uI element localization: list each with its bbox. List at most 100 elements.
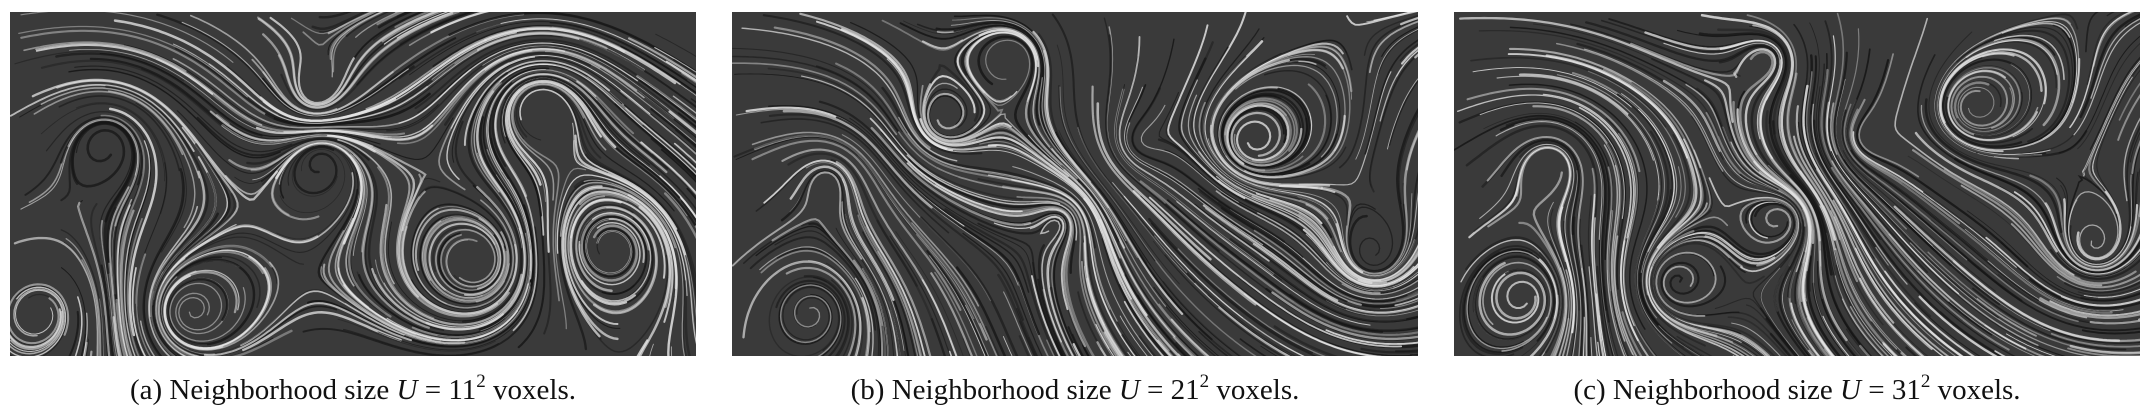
flow-streak xyxy=(1127,351,1132,356)
flow-streak xyxy=(163,269,240,351)
flow-streak xyxy=(930,272,973,356)
flow-streak xyxy=(1736,108,1835,356)
flow-streak xyxy=(1813,119,2004,356)
flow-streak xyxy=(118,173,144,356)
flow-streak xyxy=(348,154,392,318)
flow-streak xyxy=(1016,196,1114,356)
flow-streak xyxy=(2049,300,2140,317)
flow-streak xyxy=(1207,294,1293,356)
flow-streak xyxy=(90,203,113,356)
flow-streak xyxy=(164,255,270,350)
flow-streak xyxy=(311,12,369,30)
flow-streak xyxy=(579,38,696,109)
flow-streak xyxy=(1210,46,1353,174)
flow-streak xyxy=(1273,325,1338,356)
flow-streak xyxy=(1118,239,1207,356)
flow-streak xyxy=(20,12,234,63)
lic-texture-a xyxy=(10,12,696,356)
flow-streak xyxy=(1148,196,1403,348)
flow-streak xyxy=(1175,335,1199,356)
flow-streak xyxy=(1027,134,1176,338)
flow-streak xyxy=(159,256,338,356)
flow-streak xyxy=(877,251,922,356)
flow-streak xyxy=(1260,345,1278,356)
flow-streak xyxy=(1162,281,1242,356)
flow-streak xyxy=(1620,93,1678,252)
flow-streak xyxy=(1841,298,1883,356)
flow-streak xyxy=(1218,201,1418,301)
flow-streak xyxy=(1731,322,1781,356)
flow-streak xyxy=(620,90,696,155)
flow-streak xyxy=(581,212,652,302)
flow-streak xyxy=(414,208,506,297)
flow-streak xyxy=(1224,99,1296,164)
flow-streak xyxy=(1131,299,1176,356)
flow-streak xyxy=(962,26,1052,149)
caption-b-base: 21 xyxy=(1170,374,1200,406)
flow-streak xyxy=(556,174,688,297)
flow-streak xyxy=(2056,171,2139,267)
flow-streak xyxy=(1037,278,1066,356)
flow-streak xyxy=(1479,102,1625,220)
flow-streak xyxy=(1348,107,1418,273)
flow-streak xyxy=(444,51,592,126)
flow-streak xyxy=(1843,159,2001,306)
lic-texture-c xyxy=(1454,12,2140,356)
flow-streak xyxy=(870,126,1032,226)
flow-streak xyxy=(10,308,62,348)
flow-streak xyxy=(404,137,534,347)
flow-streak xyxy=(1344,302,1418,311)
flow-streak xyxy=(1859,277,1925,356)
flow-streak xyxy=(1685,83,1807,227)
flow-streak xyxy=(13,236,100,356)
flow-streak xyxy=(879,128,1022,213)
subfigure-c: (c) Neighborhood size U = 312 voxels. xyxy=(1454,12,2140,406)
flow-streak xyxy=(169,282,246,342)
flow-streak xyxy=(337,138,395,285)
flow-streak xyxy=(342,328,499,356)
flow-streak xyxy=(1490,270,1540,324)
flow-streak xyxy=(1830,210,1923,356)
flow-streak xyxy=(242,311,402,352)
flow-streak xyxy=(785,266,857,356)
flow-streak xyxy=(1166,199,1384,333)
flow-streak xyxy=(803,274,850,356)
flow-streak xyxy=(1817,201,1893,356)
flow-streak xyxy=(1945,65,2034,144)
flow-streak xyxy=(583,215,648,296)
flow-streak xyxy=(329,12,383,61)
flow-streak xyxy=(1845,328,1869,356)
flow-streak xyxy=(203,302,413,356)
flow-streak xyxy=(463,60,611,146)
flow-streak xyxy=(1321,246,1418,287)
flow-streak xyxy=(196,116,370,161)
flow-streak xyxy=(1031,275,1061,356)
flow-streak xyxy=(1153,286,1220,356)
flow-streak xyxy=(1649,234,1765,356)
flow-streak xyxy=(767,67,1023,200)
flow-streak xyxy=(749,236,877,331)
flow-streak xyxy=(665,60,696,82)
flow-streak xyxy=(1486,135,1588,356)
caption-a-exponent: 2 xyxy=(476,371,486,392)
flow-streak xyxy=(279,143,360,231)
flow-streak xyxy=(1717,28,1790,135)
flow-streak xyxy=(1985,236,2140,307)
flow-streak xyxy=(1118,284,1169,356)
flow-streak xyxy=(1824,348,1831,356)
flow-streak xyxy=(825,262,864,356)
flow-streak xyxy=(104,315,109,356)
flow-streak xyxy=(60,229,104,356)
flow-streak xyxy=(486,69,546,272)
flow-streak xyxy=(1218,306,1289,356)
flow-streak xyxy=(59,117,141,304)
flow-streak xyxy=(1217,179,1415,287)
flow-streak xyxy=(1900,352,1907,356)
flow-streak xyxy=(1132,190,1383,356)
flow-streak xyxy=(1483,112,1613,271)
flow-streak xyxy=(10,283,70,345)
flow-streak xyxy=(1918,295,1998,356)
flow-streak xyxy=(35,42,263,126)
caption-a-base: 11 xyxy=(448,374,477,406)
